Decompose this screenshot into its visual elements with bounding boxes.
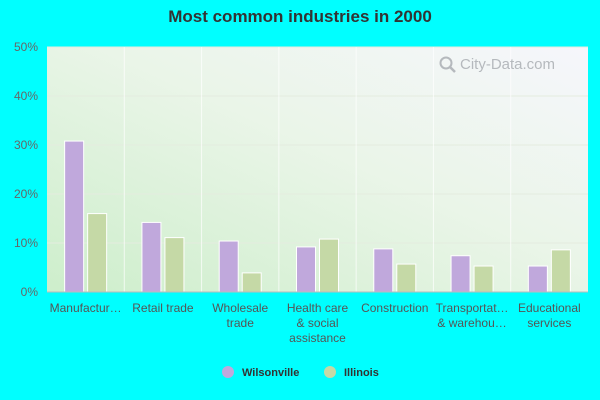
bar-illinois (319, 238, 339, 293)
x-category-label: Health care (287, 301, 349, 315)
bar-wilsonville (373, 248, 394, 293)
bar-illinois (473, 265, 494, 293)
x-category-label: Manufactur… (50, 301, 122, 315)
bar-wilsonville (64, 140, 85, 293)
x-category-label: assistance (289, 331, 346, 345)
bar-wilsonville (296, 246, 316, 293)
legend-label: Illinois (344, 367, 379, 379)
legend: Wilsonville Illinois (222, 366, 379, 379)
y-tick-label: 0% (21, 285, 39, 299)
bar-wilsonville (527, 265, 548, 293)
bar-illinois (550, 249, 571, 293)
bar-illinois (241, 272, 262, 293)
gridlines (47, 46, 588, 292)
bar-illinois (164, 237, 185, 293)
bar-wilsonville (450, 255, 471, 293)
y-axis-ticks: 0% 10% 20% 30% 40% 50% (14, 40, 38, 299)
y-tick-label: 10% (14, 236, 38, 250)
bars (64, 140, 571, 293)
y-tick-label: 50% (14, 40, 38, 54)
legend-label: Wilsonville (242, 367, 299, 379)
x-category-label: trade (227, 316, 255, 330)
x-category-label: Educational (518, 301, 581, 315)
bar-illinois (87, 213, 108, 293)
y-tick-label: 40% (14, 89, 38, 103)
watermark: City-Data.com (439, 56, 555, 73)
y-tick-label: 20% (14, 187, 38, 201)
plot-area (47, 47, 588, 292)
x-category-label: & warehou… (437, 316, 506, 330)
chart-title: Most common industries in 2000 (168, 7, 432, 26)
x-category-label: services (527, 316, 571, 330)
bar-illinois (396, 263, 417, 293)
magnifier-handle (449, 66, 456, 73)
legend-swatch-wilsonville (222, 366, 234, 378)
x-category-label: Wholesale (212, 301, 268, 315)
x-category-label: Transportat… (436, 301, 509, 315)
legend-swatch-illinois (324, 366, 336, 378)
x-category-label: & social (296, 316, 338, 330)
x-category-label: Retail trade (132, 301, 194, 315)
bar-wilsonville (218, 240, 239, 293)
x-category-label: Construction (361, 301, 428, 315)
watermark-text: City-Data.com (460, 56, 555, 73)
y-tick-label: 30% (14, 138, 38, 152)
bar-wilsonville (141, 221, 162, 293)
magnifier-icon (439, 56, 453, 70)
